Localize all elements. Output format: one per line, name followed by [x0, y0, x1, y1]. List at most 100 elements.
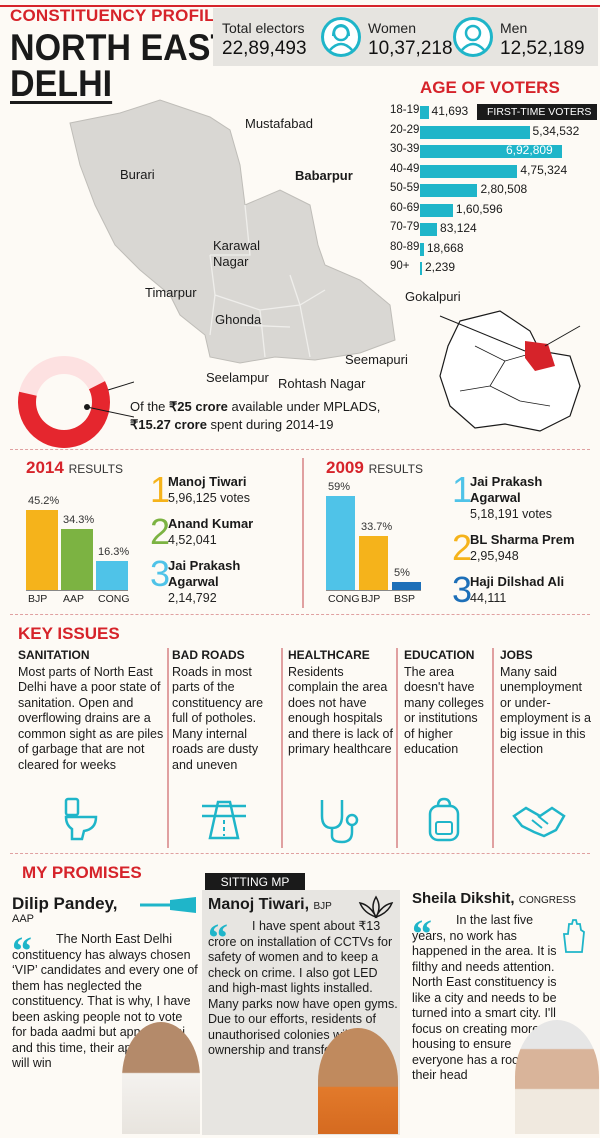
mplads-available: ₹25 crore — [169, 399, 228, 414]
backpack-icon — [428, 797, 460, 842]
quote-dilip: The North East Delhi constituency has al… — [12, 932, 198, 1070]
candidate-rank: 3 — [150, 553, 171, 594]
candidate-rank: 1 — [452, 469, 473, 510]
age-row-value: 18,668 — [426, 240, 464, 255]
stethoscope-icon — [320, 800, 359, 844]
results-2009-title: 2009 RESULTS — [326, 458, 423, 478]
age-row-value: 2,80,508 — [480, 182, 528, 196]
candidate-name: Anand Kumar — [168, 516, 254, 531]
issue-divider — [396, 648, 398, 848]
result-party-label: CONG — [328, 593, 360, 605]
map-label-karawal-nagar: Karawal Nagar — [213, 238, 260, 269]
result-party-label: CONG — [98, 593, 130, 605]
candidate-party-sheila: CONGRESS — [518, 895, 576, 906]
hand-icon — [562, 919, 585, 953]
age-row-value: 1,60,596 — [455, 201, 503, 216]
issue-text: Many said unemployment or under-employme… — [500, 664, 592, 757]
result-party-label: AAP — [63, 593, 85, 605]
issue-text: Roads in most parts of the constituency … — [172, 664, 264, 772]
issue-education: EDUCATION The area doesn't have many coll… — [404, 648, 490, 758]
age-bar — [420, 242, 424, 256]
quote-icon: “ — [412, 911, 432, 956]
age-bar — [420, 164, 518, 178]
age-bar — [420, 184, 478, 197]
issue-bad-roads: BAD ROADS Roads in most parts of the cons… — [172, 648, 280, 773]
issue-divider — [167, 648, 169, 848]
results-2014-label: RESULTS — [68, 462, 124, 476]
candidate-name: Haji Dilshad Ali — [470, 574, 565, 589]
issue-divider — [281, 648, 283, 848]
issue-heading: SANITATION — [18, 648, 90, 662]
map-label-seemapuri: Seemapuri — [345, 352, 408, 367]
road-icon — [202, 800, 246, 840]
age-bar — [420, 145, 562, 158]
photo-manoj-tiwari — [318, 1028, 398, 1134]
photo-dilip-pandey — [122, 1022, 200, 1134]
page-title: NORTH EAST DELHI — [10, 29, 231, 104]
age-row-label: 90+ — [390, 260, 410, 272]
total-electors-value: 22,89,493 — [222, 38, 307, 59]
mplads-text: Of the ₹25 crore available under MPLADS,… — [130, 398, 380, 434]
section-divider-2 — [10, 614, 590, 615]
result-bar — [326, 495, 355, 590]
constituency-map — [69, 99, 396, 364]
issue-jobs: JOBS Many said unemployment or under-empl… — [500, 648, 592, 758]
result-pct-label: 5% — [394, 567, 410, 579]
map-label-babarpur: Babarpur — [295, 168, 353, 183]
age-row-value: 4,75,324 — [520, 162, 568, 177]
results-2014-year: 2014 — [26, 458, 64, 477]
total-electors-label: Total electors — [222, 20, 305, 36]
candidate-name-dilip: Dilip Pandey, — [12, 894, 118, 913]
candidate-name: BL Sharma Prem — [470, 532, 575, 547]
candidate-rank: 2 — [452, 527, 473, 568]
result-axis — [326, 590, 421, 591]
result-bar — [96, 561, 128, 590]
mplads-donut — [17, 356, 134, 448]
broom-icon — [140, 897, 196, 913]
quote-icon: “ — [208, 915, 228, 960]
candidate-party-dilip: AAP — [12, 913, 35, 925]
sitting-mp-tag: SITTING MP — [205, 873, 305, 891]
map-label-ghonda: Ghonda — [215, 312, 262, 327]
candidate-name: Jai Prakash — [470, 474, 543, 489]
age-of-voters-title: AGE OF VOTERS — [420, 78, 560, 97]
age-bar — [420, 125, 530, 139]
section-divider — [10, 449, 590, 450]
candidate-rank: 2 — [150, 511, 171, 552]
mplads-line-1: Of the ₹25 crore available under MPLADS, — [130, 398, 380, 416]
candidate-name-manoj-text: Manoj Tiwari, — [208, 896, 310, 913]
age-row-label: 80-89 — [390, 240, 420, 253]
women-value: 10,37,218 — [368, 38, 453, 59]
candidate-name: Jai Prakash — [168, 558, 241, 573]
lotus-icon — [358, 895, 394, 919]
candidate-party-manoj: BJP — [313, 901, 332, 912]
candidate-name-sheila: Sheila Dikshit, CONGRESS — [412, 890, 576, 907]
age-row-label: 18-19 — [390, 104, 420, 116]
candidate-rank: 1 — [150, 469, 171, 510]
age-row-label: 30-39 — [390, 143, 420, 155]
age-bar — [420, 262, 422, 275]
candidate-rank: 3 — [452, 569, 473, 610]
results-2009-year: 2009 — [326, 458, 364, 477]
candidate-name-manoj: Manoj Tiwari, BJP — [208, 896, 332, 914]
mplads-spent: ₹15.27 crore — [130, 417, 207, 432]
results-divider — [302, 458, 304, 608]
age-row-label: 50-59 — [390, 182, 420, 194]
map-label-burari: Burari — [120, 167, 155, 182]
age-row-value: 41,693 — [431, 104, 469, 118]
age-row-value: 6,92,809 — [506, 143, 553, 157]
result-pct-label: 45.2% — [28, 495, 60, 508]
quote-icon: “ — [12, 928, 32, 973]
map-label-mustafabad: Mustafabad — [245, 116, 313, 131]
candidate-votes: 5,18,191 votes — [470, 507, 553, 521]
men-value: 12,52,189 — [500, 38, 585, 59]
issue-healthcare: HEALTHCARE Residents complain the area do… — [288, 648, 396, 758]
results-2009-label: RESULTS — [368, 462, 424, 476]
age-bar — [420, 106, 429, 119]
age-row-value: 83,124 — [440, 221, 477, 235]
result-pct-label: 34.3% — [63, 514, 95, 527]
result-pct-label: 59% — [328, 480, 351, 493]
my-promises-title: MY PROMISES — [22, 863, 142, 882]
candidate-votes: 4,52,041 — [168, 533, 217, 547]
top-rule — [0, 5, 600, 7]
